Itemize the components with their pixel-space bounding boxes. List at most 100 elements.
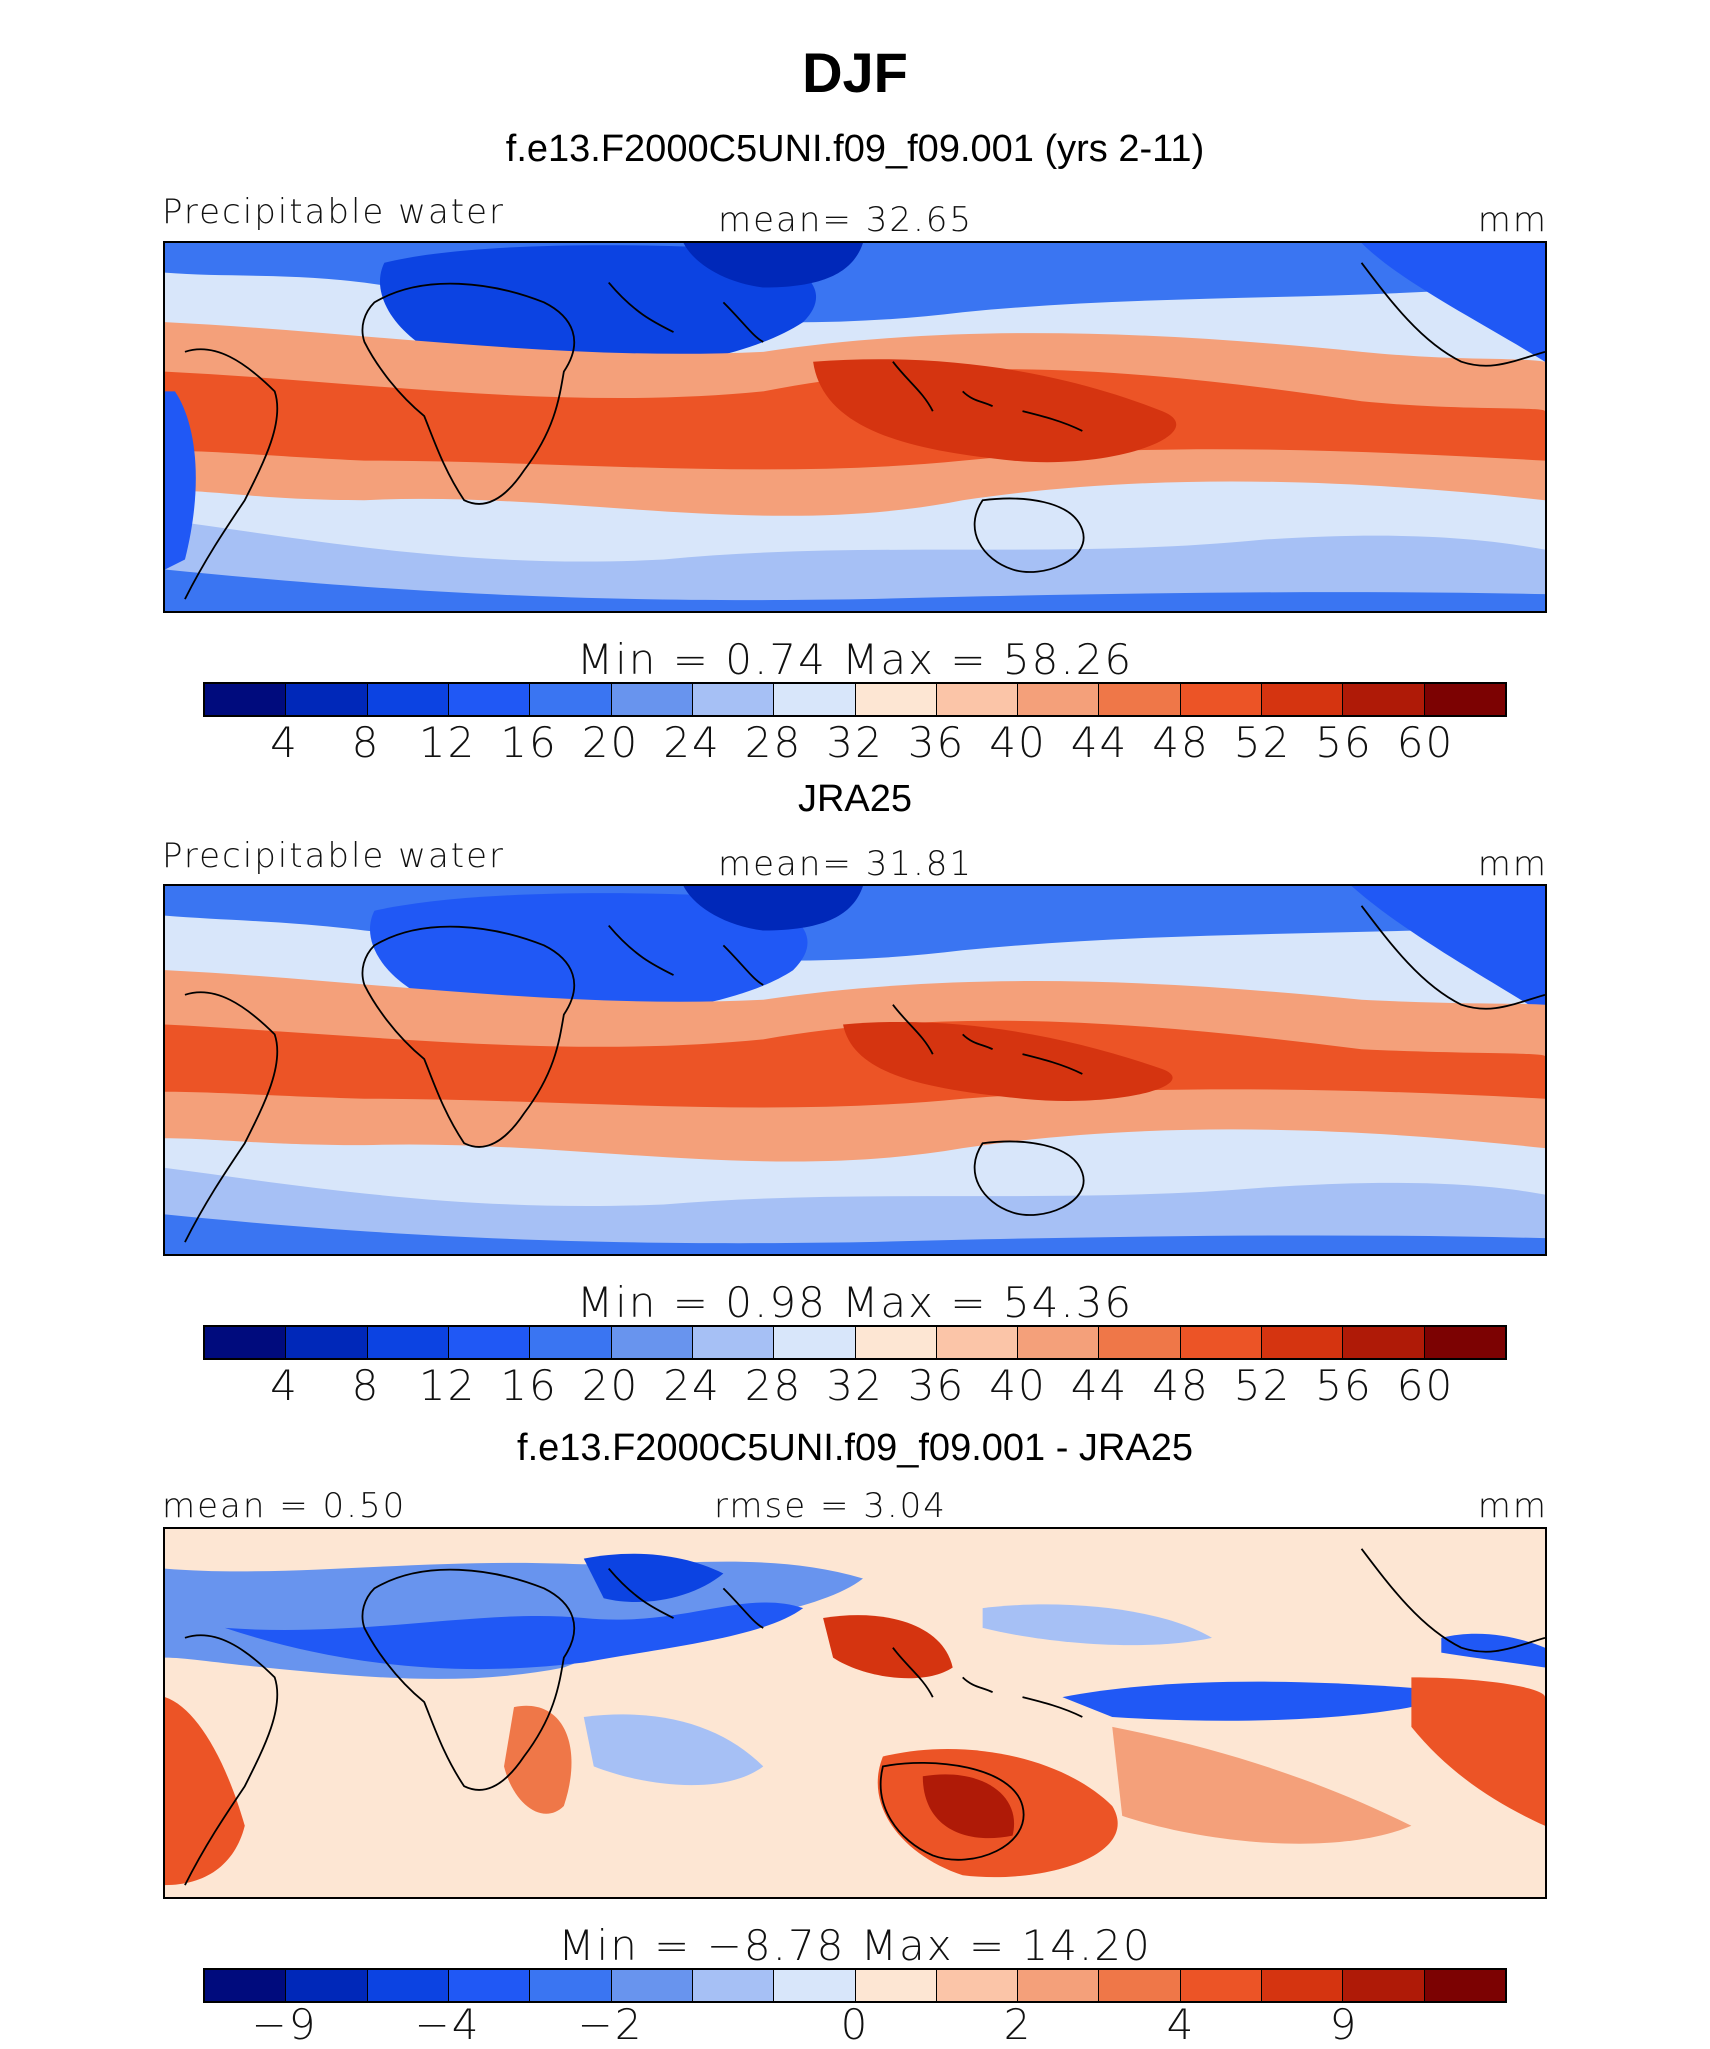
panel-1-title: f.e13.F2000C5UNI.f09_f09.001 (yrs 2-11): [505, 128, 1205, 170]
panel-2-min-max-label: Min = 0.98 Max = 54.36: [576, 1278, 1134, 1327]
colorbar-tick-label: 28: [744, 718, 803, 767]
colorbar-tick-label: 4: [270, 1361, 299, 1410]
colorbar-swatch: [1018, 684, 1100, 715]
panel-2-mean-label: mean= 31.81: [718, 844, 974, 884]
panel-3-title: f.e13.F2000C5UNI.f09_f09.001 - JRA25: [517, 1427, 1193, 1469]
colorbar-swatch: [1018, 1327, 1100, 1358]
panel-1-units-label: mm: [1477, 200, 1548, 240]
colorbar-swatch: [367, 1327, 449, 1358]
colorbar-tick-label: 24: [663, 1361, 721, 1410]
panel-1-colorbar-ticks: 4 8 12 16 20 24 28 32 36 40 44 48 52 56 60: [203, 718, 1507, 767]
colorbar-tick-label: −9: [251, 2000, 318, 2049]
colorbar-tick-label: 8: [351, 718, 381, 767]
colorbar-tick-label: −2: [577, 2000, 644, 2049]
colorbar-swatch: [1262, 1970, 1344, 2001]
colorbar-swatch: [774, 684, 856, 715]
panel-3-min-max-label: Min = −8.78 Max = 14.20: [558, 1921, 1152, 1970]
colorbar-swatch: [692, 1970, 775, 2001]
colorbar-tick-label: 20: [581, 1361, 640, 1410]
colorbar-tick-label: 60: [1396, 718, 1455, 767]
colorbar-tick-label: 60: [1396, 1361, 1455, 1410]
colorbar-swatch: [1018, 1970, 1100, 2001]
colorbar-swatch: [1343, 1327, 1425, 1358]
colorbar-tick-label: 4: [270, 718, 299, 767]
colorbar-swatch: [692, 1327, 775, 1358]
panel-2-colorbar: [203, 1325, 1507, 1360]
colorbar-swatch: [1099, 1970, 1181, 2001]
colorbar-swatch: [692, 684, 775, 715]
colorbar-swatch: [855, 1970, 937, 2001]
colorbar-swatch: [448, 1970, 531, 2001]
colorbar-tick-label: 16: [500, 718, 558, 767]
colorbar-swatch: [448, 1327, 531, 1358]
panel-1-min-max-label: Min = 0.74 Max = 58.26: [576, 635, 1134, 684]
colorbar-tick-label: 56: [1315, 1361, 1373, 1410]
colorbar-swatch: [530, 684, 612, 715]
panel-2-title: JRA25: [797, 778, 913, 820]
colorbar-tick-label: −4: [414, 2000, 481, 2049]
colorbar-tick-label: 44: [1070, 718, 1129, 767]
panel-1-mean-label: mean= 32.65: [718, 200, 974, 240]
panel-3-colorbar-ticks: −9 −4 −2 0 2 4 9: [203, 2000, 1507, 2049]
colorbar-swatch: [1099, 684, 1181, 715]
colorbar-tick-label: 8: [351, 1361, 381, 1410]
colorbar-swatch: [855, 684, 937, 715]
panel-3-units-label: mm: [1477, 1486, 1548, 1526]
colorbar-swatch: [286, 1327, 368, 1358]
panel-2-units-label: mm: [1477, 844, 1548, 884]
colorbar-swatch: [1343, 1970, 1425, 2001]
colorbar-tick-label: 9: [1329, 2000, 1359, 2049]
colorbar-swatch: [774, 1327, 856, 1358]
colorbar-swatch: [936, 1970, 1019, 2001]
colorbar-swatch: [530, 1970, 612, 2001]
colorbar-swatch: [774, 1970, 856, 2001]
colorbar-tick-label: 52: [1233, 1361, 1292, 1410]
colorbar-swatch: [936, 684, 1019, 715]
colorbar-tick-label: 36: [907, 718, 966, 767]
colorbar-swatch: [1424, 1970, 1505, 2001]
colorbar-tick-label: 16: [500, 1361, 558, 1410]
panel-1-variable-label: Precipitable water: [162, 192, 506, 232]
colorbar-tick-label: 24: [663, 718, 721, 767]
colorbar-tick-label: 48: [1152, 1361, 1210, 1410]
colorbar-swatch: [1180, 684, 1263, 715]
colorbar-swatch: [1424, 684, 1505, 715]
colorbar-swatch: [530, 1327, 612, 1358]
colorbar-swatch: [205, 1970, 287, 2001]
panel-3-map: [163, 1527, 1547, 1899]
colorbar-tick-label: 40: [989, 718, 1047, 767]
panel-2-variable-label: Precipitable water: [162, 836, 506, 876]
colorbar-swatch: [1180, 1970, 1263, 2001]
colorbar-swatch: [936, 1327, 1019, 1358]
colorbar-swatch: [611, 1970, 693, 2001]
figure-title: DJF: [802, 41, 908, 104]
colorbar-tick-label: 52: [1233, 718, 1292, 767]
colorbar-tick-label: 12: [418, 1361, 477, 1410]
colorbar-swatch: [286, 1970, 368, 2001]
panel-3-mean-label: mean = 0.50: [162, 1486, 407, 1526]
colorbar-swatch: [1424, 1327, 1505, 1358]
colorbar-swatch: [855, 1327, 937, 1358]
colorbar-tick-label: 56: [1315, 718, 1373, 767]
colorbar-tick-label: 32: [826, 718, 884, 767]
colorbar-swatch: [367, 1970, 449, 2001]
colorbar-tick-label: 2: [1003, 2000, 1033, 2049]
colorbar-swatch: [1262, 684, 1344, 715]
colorbar-tick-label: 40: [989, 1361, 1047, 1410]
panel-2-map: [163, 884, 1547, 1256]
colorbar-tick-label: 32: [826, 1361, 884, 1410]
colorbar-swatch: [1180, 1327, 1263, 1358]
colorbar-swatch: [611, 1327, 693, 1358]
colorbar-swatch: [205, 684, 287, 715]
colorbar-swatch: [1262, 1327, 1344, 1358]
colorbar-swatch: [205, 1327, 287, 1358]
colorbar-swatch: [611, 684, 693, 715]
colorbar-tick-label: 36: [907, 1361, 966, 1410]
colorbar-swatch: [367, 684, 449, 715]
colorbar-tick-label: 48: [1152, 718, 1210, 767]
panel-1-colorbar: [203, 682, 1507, 717]
panel-3-rmse-label: rmse = 3.04: [714, 1486, 947, 1526]
colorbar-swatch: [448, 684, 531, 715]
colorbar-tick-label: 28: [744, 1361, 803, 1410]
colorbar-tick-label: 0: [840, 2000, 870, 2049]
